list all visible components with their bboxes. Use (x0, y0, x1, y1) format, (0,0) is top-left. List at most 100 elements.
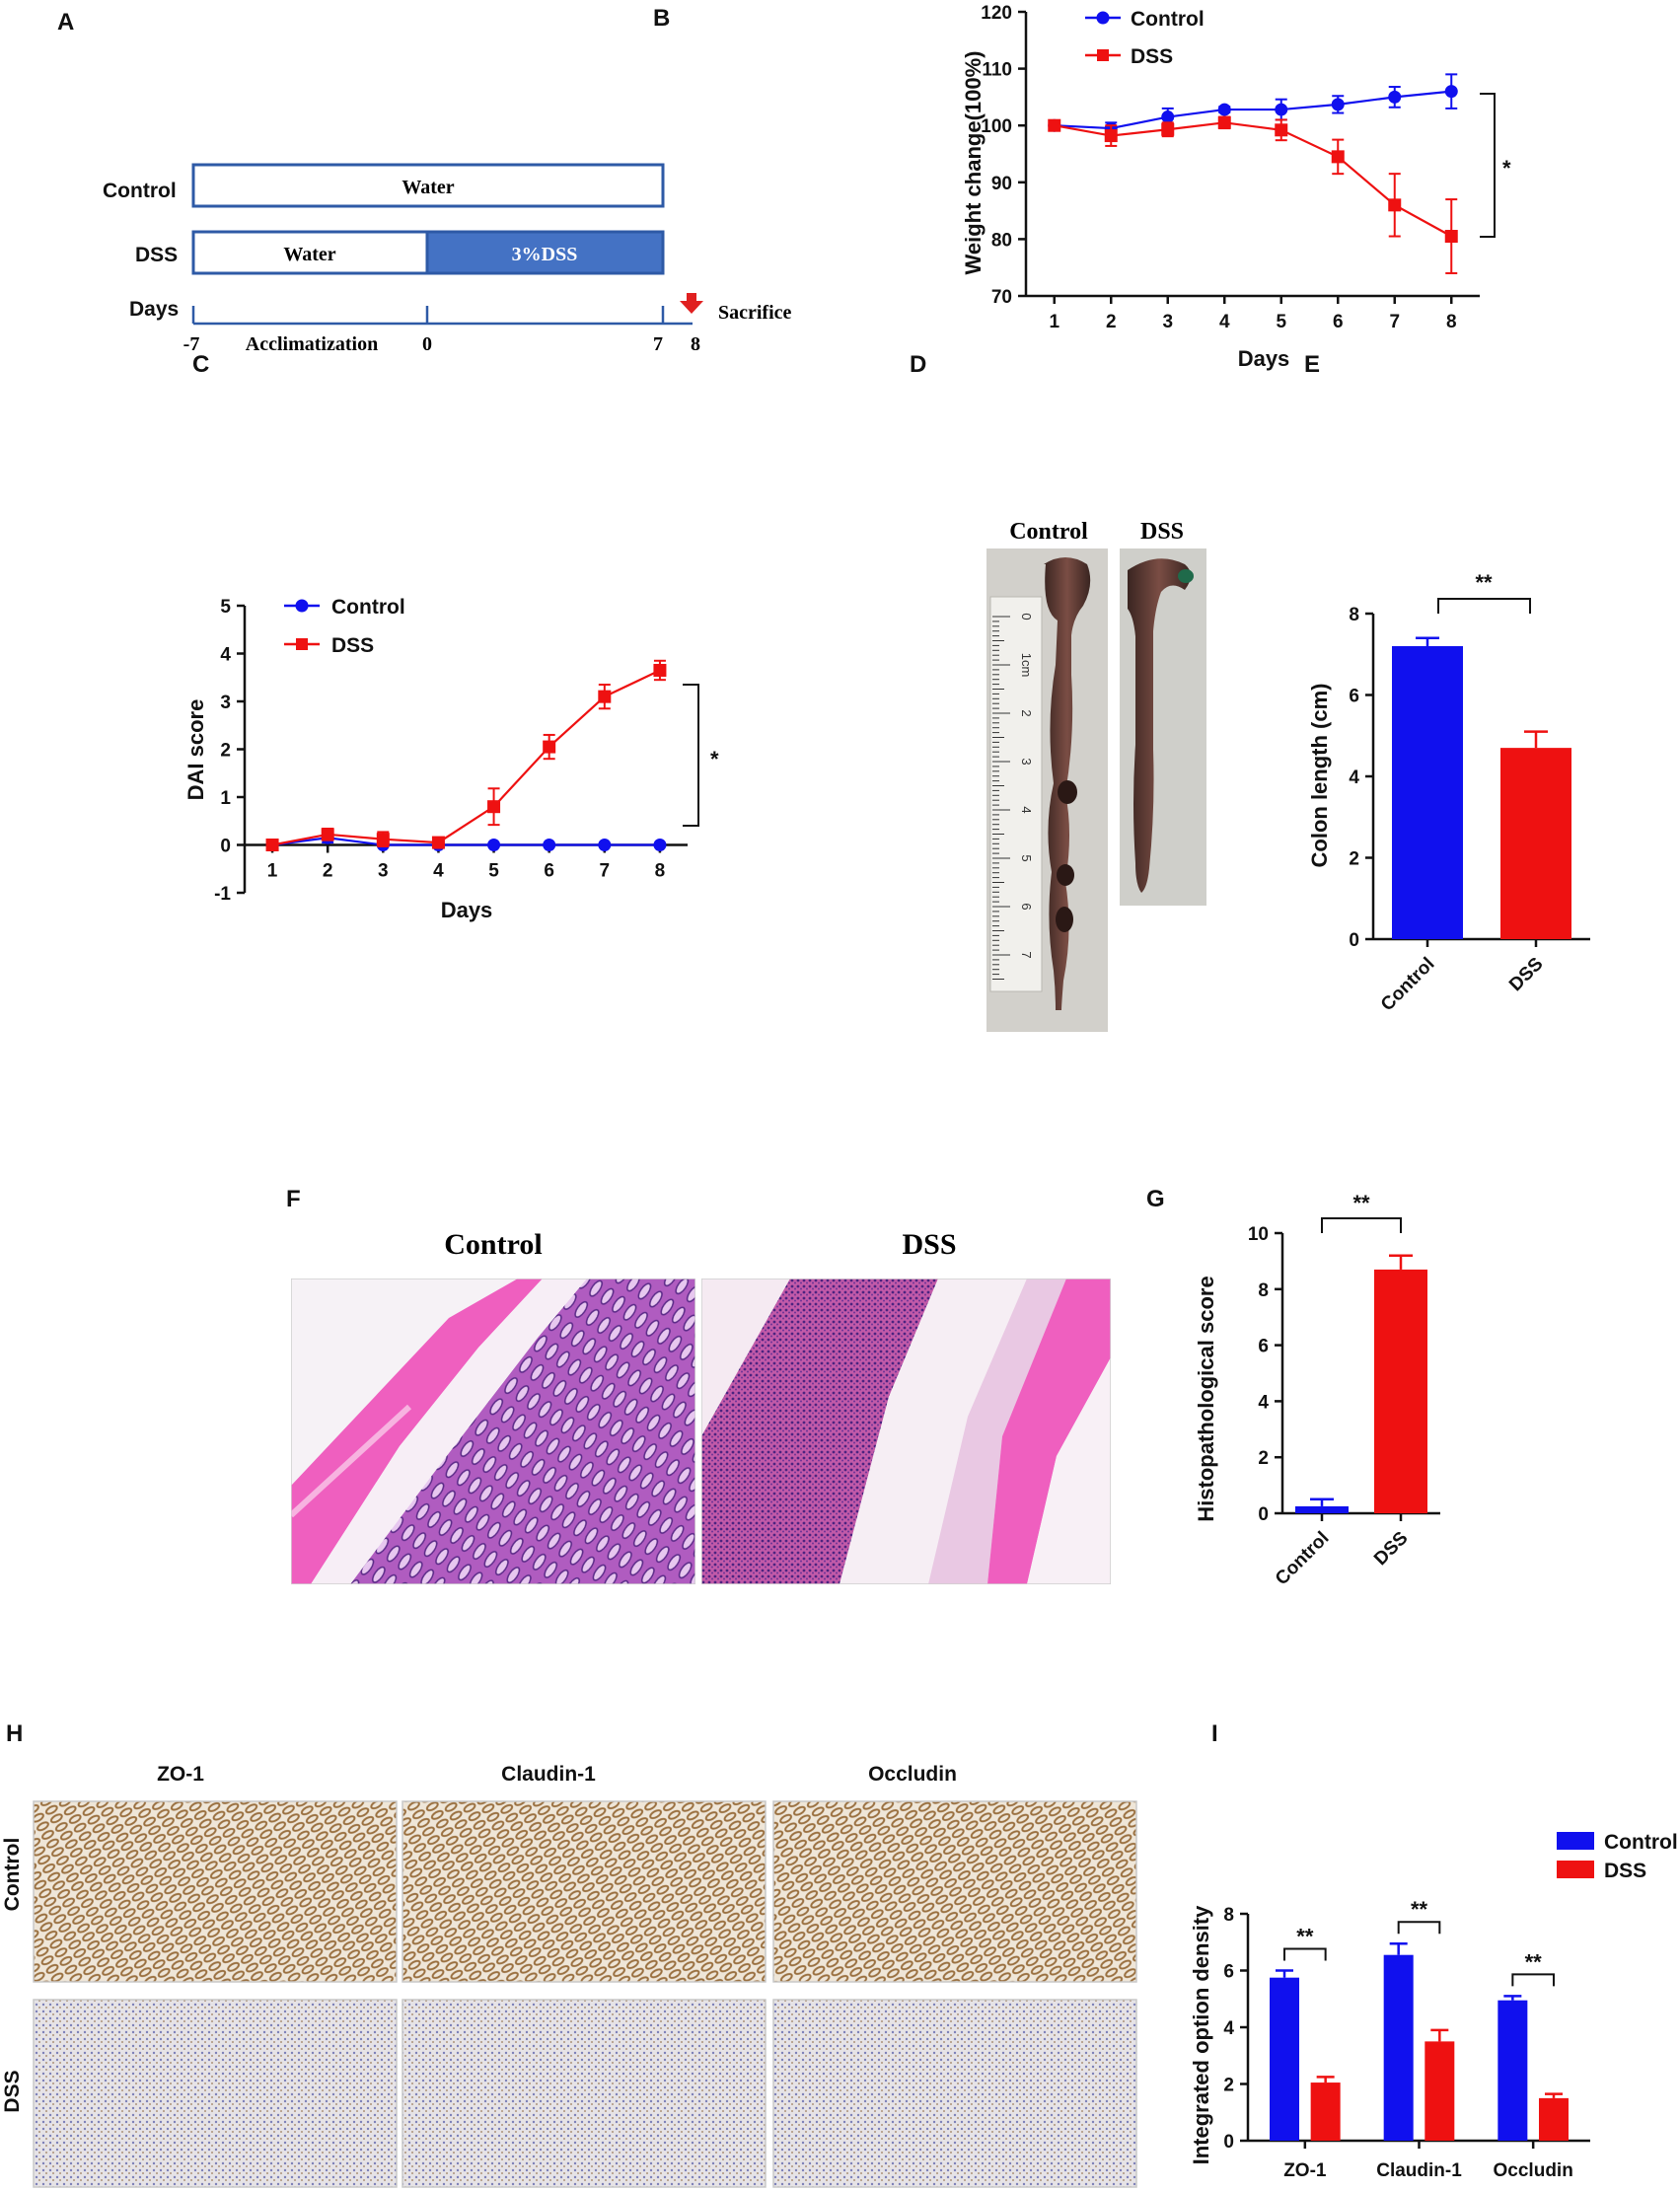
dai-x-tick-label: 3 (378, 861, 389, 882)
panel-label-a: A (57, 9, 74, 36)
iod-y-tick-label: 2 (1223, 2076, 1234, 2096)
weight-significance-bracket (1480, 93, 1496, 238)
he-control-image (291, 1279, 695, 1584)
ruler-label: 6 (1019, 903, 1034, 910)
colon-dss-tip-icon (1178, 569, 1194, 583)
iod-bar-control (1383, 1954, 1414, 2141)
schematic-days-label: Days (129, 298, 179, 321)
histo-category-label: DSS (1370, 1528, 1412, 1570)
weight-x-tick-label: 2 (1106, 312, 1117, 332)
weight-dss-line (1054, 121, 1452, 238)
acclimatization-text: Acclimatization (246, 333, 378, 355)
colon-length-significance-marker: ** (1475, 570, 1493, 595)
colon-length-category-label: DSS (1505, 954, 1547, 995)
weight-dss-point (1217, 115, 1231, 129)
ihc-row-label: DSS (1, 2070, 24, 2112)
weight-y-tick-label: 110 (982, 60, 1012, 81)
iod-bar-dss (1538, 2097, 1569, 2141)
colon-length-chart: Colon length (cm) ** 0 2 4 6 8 Control DSS (1307, 570, 1590, 1015)
colon-length-y-axis-label: Colon length (cm) (1307, 684, 1332, 868)
iod-category-label: Occludin (1494, 2160, 1573, 2181)
colon-length-y-tick-label: 2 (1349, 849, 1359, 870)
weight-dss-point (1161, 122, 1175, 136)
weight-control-point (1161, 110, 1175, 124)
dai-dss-line (271, 669, 661, 846)
weight-control-point (1217, 103, 1231, 116)
dai-control-point (543, 839, 556, 851)
panel-label-f: F (286, 1186, 301, 1212)
timeline-day-label: 0 (422, 333, 432, 355)
dss-treatment-text: 3%DSS (512, 244, 578, 265)
weight-y-tick-label: 70 (991, 287, 1012, 308)
iod-significance-marker: ** (1525, 1949, 1543, 1974)
dai-y-tick-label: -1 (214, 884, 231, 905)
dai-x-tick-label: 7 (600, 861, 611, 882)
ihc-column-label: Occludin (868, 1763, 957, 1786)
iod-significance-bracket (1283, 1947, 1327, 1961)
weight-y-tick-label: 90 (991, 174, 1012, 194)
iod-legend-dss: DSS (1604, 1860, 1646, 1882)
weight-legend-control: Control (1131, 8, 1205, 31)
colon-length-y-tick-label: 8 (1349, 605, 1359, 625)
weight-legend-dss: DSS (1131, 45, 1173, 68)
dai-significance-bracket (683, 684, 699, 827)
iod-significance-bracket (1397, 1921, 1441, 1935)
dai-score-chart: DAI score Days Control DSS * -1 0 1 2 3 4 5 1 2 3… (183, 596, 719, 922)
panel-label-b: B (653, 5, 670, 32)
dai-dss-point (321, 828, 334, 841)
iod-significance-marker: ** (1411, 1897, 1428, 1922)
ihc-dss-claudin1 (402, 1999, 767, 2188)
dss-water-text: Water (283, 244, 335, 265)
schematic-control-label: Control (103, 180, 177, 202)
dai-x-tick-label: 5 (488, 861, 499, 882)
ruler-label: 1cm (1019, 653, 1034, 678)
ihc-dss-zo1 (33, 1999, 398, 2188)
histo-y-tick-label: 0 (1258, 1504, 1269, 1525)
legend-dss-swatch (1557, 1861, 1594, 1878)
dai-control-point (653, 839, 667, 851)
ihc-column-label: Claudin-1 (501, 1763, 596, 1786)
dai-y-tick-label: 0 (220, 837, 231, 857)
colon-content (1057, 864, 1074, 886)
colon-length-y-tick-label: 0 (1349, 930, 1359, 951)
colon-length-bar-control (1392, 646, 1463, 939)
weight-x-tick-label: 1 (1049, 312, 1059, 332)
histo-y-tick-label: 10 (1248, 1224, 1269, 1245)
colon-content (1056, 907, 1073, 932)
dai-x-tick-label: 4 (433, 861, 444, 882)
control-water-text: Water (402, 177, 454, 198)
iod-y-tick-label: 8 (1223, 1905, 1234, 1926)
ihc-column-label: ZO-1 (157, 1763, 204, 1786)
legend-control-swatch (1557, 1832, 1594, 1850)
colon-dss-tissue (1128, 558, 1191, 893)
iod-y-tick-label: 0 (1223, 2132, 1234, 2153)
dai-y-tick-label: 3 (220, 693, 231, 713)
weight-x-tick-label: 7 (1389, 312, 1400, 332)
ruler-label: 3 (1019, 758, 1034, 765)
colon-control-tissue (1044, 557, 1091, 1010)
iod-bar-control (1270, 1977, 1300, 2141)
histopathology-chart: Histopathological score ** 0 2 4 6 8 10 Contro… (1194, 1191, 1440, 1589)
colon-dss-label: DSS (1140, 519, 1184, 545)
legend-dss-marker (1097, 49, 1109, 61)
ihc-dss-occludin (772, 1999, 1137, 2188)
dai-y-tick-label: 5 (220, 597, 231, 618)
dai-dss-point (376, 833, 390, 846)
colon-control-label: Control (1009, 519, 1088, 545)
dai-control-point (598, 839, 612, 851)
weight-control-line (1054, 90, 1452, 130)
colon-photographs: Control DSS 0 1cm 2 3 4 5 6 7 (986, 519, 1206, 1032)
weight-control-point (1331, 98, 1345, 111)
ruler-label: 7 (1019, 951, 1034, 958)
weight-x-axis-label: Days (1238, 346, 1290, 371)
weight-y-tick-label: 120 (981, 3, 1012, 24)
iod-y-tick-label: 6 (1223, 1962, 1234, 1983)
dai-control-point (487, 839, 501, 851)
dai-dss-point (598, 690, 612, 703)
ruler-ticks (992, 616, 1010, 980)
dai-x-tick-label: 2 (323, 861, 333, 882)
legend-control-marker (1096, 11, 1110, 25)
iod-y-tick-label: 4 (1223, 2018, 1234, 2039)
colon-length-y-tick-label: 4 (1349, 767, 1359, 788)
dai-dss-point (543, 740, 556, 754)
